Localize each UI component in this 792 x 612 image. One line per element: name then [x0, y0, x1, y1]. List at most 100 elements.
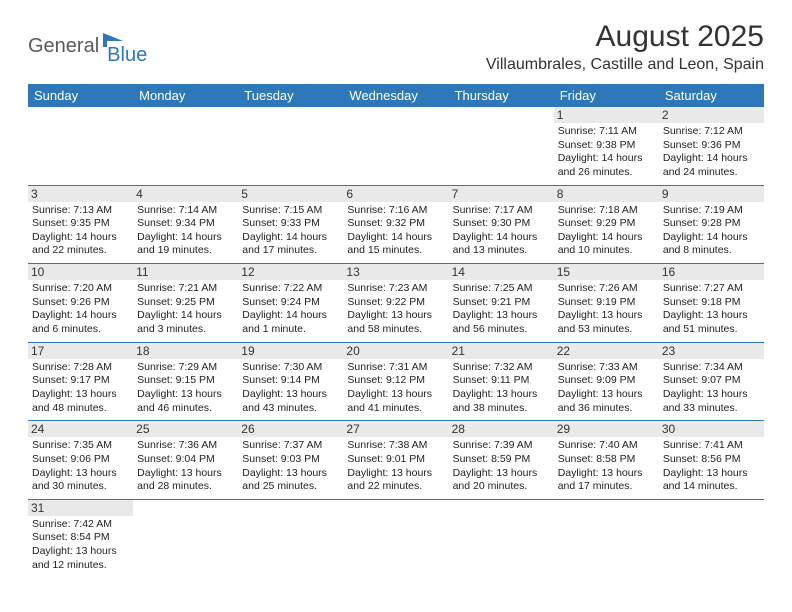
day-number: 29 — [554, 421, 659, 437]
calendar-day-cell — [238, 499, 343, 577]
calendar-page: General Blue August 2025 Villaumbrales, … — [0, 0, 792, 597]
sunset-text: Sunset: 9:38 PM — [558, 139, 655, 153]
calendar-day-cell: 12Sunrise: 7:22 AMSunset: 9:24 PMDayligh… — [238, 264, 343, 343]
sunset-text: Sunset: 9:33 PM — [242, 217, 339, 231]
calendar-week-row: 10Sunrise: 7:20 AMSunset: 9:26 PMDayligh… — [28, 264, 764, 343]
sunset-text: Sunset: 9:32 PM — [347, 217, 444, 231]
calendar-day-cell — [659, 499, 764, 577]
header: General Blue August 2025 Villaumbrales, … — [28, 20, 764, 74]
daylight-text: Daylight: 14 hours and 8 minutes. — [663, 231, 760, 258]
sunset-text: Sunset: 9:26 PM — [32, 296, 129, 310]
day-header: Tuesday — [238, 84, 343, 107]
calendar-day-cell: 13Sunrise: 7:23 AMSunset: 9:22 PMDayligh… — [343, 264, 448, 343]
daylight-text: Daylight: 13 hours and 48 minutes. — [32, 388, 129, 415]
sunrise-text: Sunrise: 7:15 AM — [242, 204, 339, 218]
sunrise-text: Sunrise: 7:13 AM — [32, 204, 129, 218]
logo-text-general: General — [28, 35, 99, 58]
sunset-text: Sunset: 9:06 PM — [32, 453, 129, 467]
calendar-day-cell: 19Sunrise: 7:30 AMSunset: 9:14 PMDayligh… — [238, 342, 343, 421]
sunrise-text: Sunrise: 7:42 AM — [32, 518, 129, 532]
sunrise-text: Sunrise: 7:26 AM — [558, 282, 655, 296]
sunrise-text: Sunrise: 7:25 AM — [453, 282, 550, 296]
daylight-text: Daylight: 13 hours and 43 minutes. — [242, 388, 339, 415]
day-number: 25 — [133, 421, 238, 437]
day-number: 28 — [449, 421, 554, 437]
sunrise-text: Sunrise: 7:14 AM — [137, 204, 234, 218]
sunrise-text: Sunrise: 7:19 AM — [663, 204, 760, 218]
sunrise-text: Sunrise: 7:37 AM — [242, 439, 339, 453]
daylight-text: Daylight: 14 hours and 6 minutes. — [32, 309, 129, 336]
day-header: Wednesday — [343, 84, 448, 107]
day-number: 9 — [659, 186, 764, 202]
sunrise-text: Sunrise: 7:16 AM — [347, 204, 444, 218]
title-block: August 2025 Villaumbrales, Castille and … — [486, 20, 764, 74]
calendar-day-cell — [28, 107, 133, 185]
sunrise-text: Sunrise: 7:31 AM — [347, 361, 444, 375]
calendar-day-cell: 5Sunrise: 7:15 AMSunset: 9:33 PMDaylight… — [238, 185, 343, 264]
sunrise-text: Sunrise: 7:18 AM — [558, 204, 655, 218]
sunset-text: Sunset: 9:21 PM — [453, 296, 550, 310]
calendar-day-cell: 28Sunrise: 7:39 AMSunset: 8:59 PMDayligh… — [449, 421, 554, 500]
calendar-day-cell — [133, 499, 238, 577]
day-number: 14 — [449, 264, 554, 280]
sunset-text: Sunset: 9:35 PM — [32, 217, 129, 231]
day-number: 10 — [28, 264, 133, 280]
day-number: 5 — [238, 186, 343, 202]
daylight-text: Daylight: 13 hours and 46 minutes. — [137, 388, 234, 415]
sunrise-text: Sunrise: 7:21 AM — [137, 282, 234, 296]
calendar-day-cell — [343, 499, 448, 577]
sunrise-text: Sunrise: 7:28 AM — [32, 361, 129, 375]
sunset-text: Sunset: 8:56 PM — [663, 453, 760, 467]
sunset-text: Sunset: 9:04 PM — [137, 453, 234, 467]
calendar-day-cell: 1Sunrise: 7:11 AMSunset: 9:38 PMDaylight… — [554, 107, 659, 185]
sunrise-text: Sunrise: 7:35 AM — [32, 439, 129, 453]
sunrise-text: Sunrise: 7:39 AM — [453, 439, 550, 453]
logo-text-blue: Blue — [107, 44, 147, 67]
sunset-text: Sunset: 9:07 PM — [663, 374, 760, 388]
day-number: 11 — [133, 264, 238, 280]
sunrise-text: Sunrise: 7:41 AM — [663, 439, 760, 453]
calendar-day-cell: 29 Sunrise: 7:40 AMSunset: 8:58 PMDayligh… — [554, 421, 659, 500]
calendar-day-cell: 10Sunrise: 7:20 AMSunset: 9:26 PMDayligh… — [28, 264, 133, 343]
calendar-day-cell: 24Sunrise: 7:35 AMSunset: 9:06 PMDayligh… — [28, 421, 133, 500]
day-number: 31 — [28, 500, 133, 516]
calendar-day-cell: 16Sunrise: 7:27 AMSunset: 9:18 PMDayligh… — [659, 264, 764, 343]
sunset-text: Sunset: 9:15 PM — [137, 374, 234, 388]
daylight-text: Daylight: 13 hours and 51 minutes. — [663, 309, 760, 336]
sunrise-text: Sunrise: 7:11 AM — [558, 125, 655, 139]
day-number: 12 — [238, 264, 343, 280]
sunrise-text: Sunrise: 7:27 AM — [663, 282, 760, 296]
sunrise-text: Sunrise: 7:36 AM — [137, 439, 234, 453]
daylight-text: Daylight: 13 hours and 28 minutes. — [137, 467, 234, 494]
day-number: 27 — [343, 421, 448, 437]
sunset-text: Sunset: 9:25 PM — [137, 296, 234, 310]
calendar-day-cell — [449, 107, 554, 185]
sunrise-text: Sunrise: 7:40 AM — [558, 439, 655, 453]
calendar-day-cell: 9Sunrise: 7:19 AMSunset: 9:28 PMDaylight… — [659, 185, 764, 264]
day-number: 6 — [343, 186, 448, 202]
day-header: Friday — [554, 84, 659, 107]
day-number: 26 — [238, 421, 343, 437]
sunset-text: Sunset: 8:54 PM — [32, 531, 129, 545]
daylight-text: Daylight: 13 hours and 30 minutes. — [32, 467, 129, 494]
calendar-day-cell: 8Sunrise: 7:18 AMSunset: 9:29 PMDaylight… — [554, 185, 659, 264]
calendar-week-row: 3Sunrise: 7:13 AMSunset: 9:35 PMDaylight… — [28, 185, 764, 264]
calendar-table: Sunday Monday Tuesday Wednesday Thursday… — [28, 84, 764, 577]
daylight-text: Daylight: 13 hours and 58 minutes. — [347, 309, 444, 336]
daylight-text: Daylight: 13 hours and 22 minutes. — [347, 467, 444, 494]
calendar-day-cell: 30Sunrise: 7:41 AMSunset: 8:56 PMDayligh… — [659, 421, 764, 500]
sunrise-text: Sunrise: 7:12 AM — [663, 125, 760, 139]
sunset-text: Sunset: 9:19 PM — [558, 296, 655, 310]
daylight-text: Daylight: 13 hours and 17 minutes. — [558, 467, 655, 494]
calendar-body: 1Sunrise: 7:11 AMSunset: 9:38 PMDaylight… — [28, 107, 764, 577]
calendar-week-row: 17Sunrise: 7:28 AMSunset: 9:17 PMDayligh… — [28, 342, 764, 421]
daylight-text: Daylight: 14 hours and 26 minutes. — [558, 152, 655, 179]
day-header: Sunday — [28, 84, 133, 107]
sunset-text: Sunset: 8:58 PM — [558, 453, 655, 467]
daylight-text: Daylight: 13 hours and 53 minutes. — [558, 309, 655, 336]
sunset-text: Sunset: 9:03 PM — [242, 453, 339, 467]
daylight-text: Daylight: 14 hours and 24 minutes. — [663, 152, 760, 179]
day-number: 16 — [659, 264, 764, 280]
daylight-text: Daylight: 14 hours and 10 minutes. — [558, 231, 655, 258]
sunset-text: Sunset: 9:22 PM — [347, 296, 444, 310]
